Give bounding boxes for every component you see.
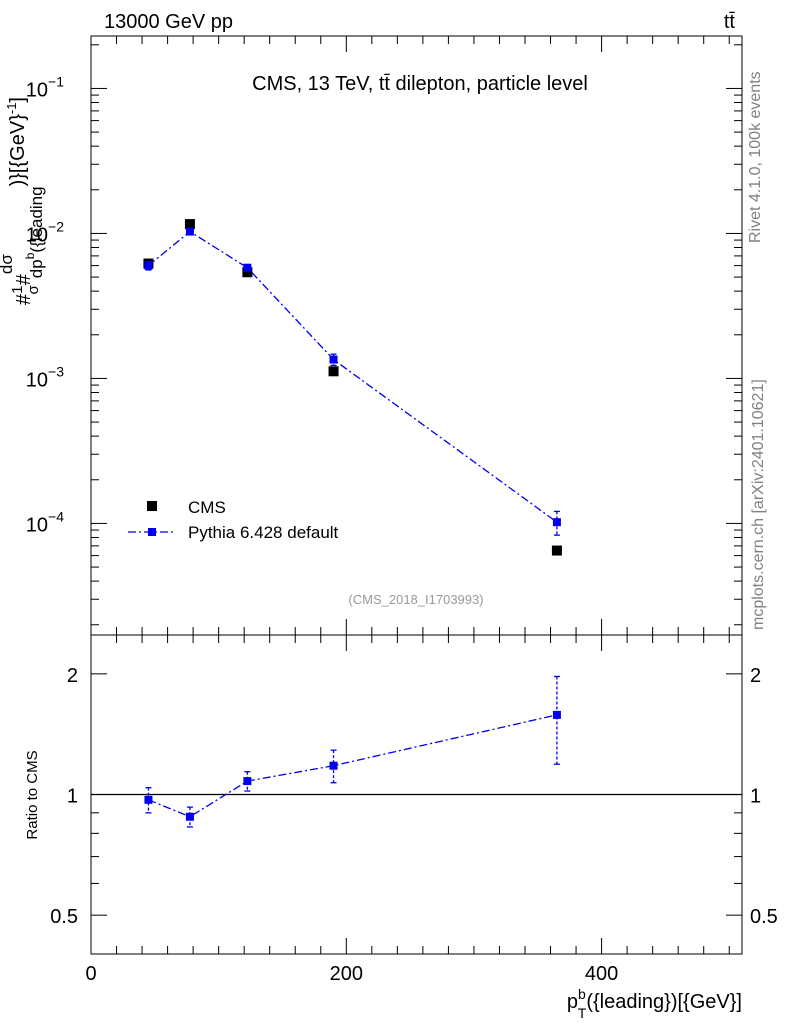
ratio-ytick-label-right: 0.5	[750, 906, 778, 928]
ratio-point	[185, 812, 194, 821]
ratio-series	[144, 675, 561, 828]
legend-pythia-label: Pythia 6.428 default	[188, 523, 339, 542]
ratio-point	[329, 761, 338, 770]
pythia-line	[148, 230, 558, 523]
ratio-ytick-label-left: 2	[67, 665, 78, 687]
legend-cms-label: CMS	[188, 498, 226, 517]
main-ylabel-text: #1σ#dσ dpb({leading)}[{GeV}-1]	[0, 97, 46, 305]
header-right: tt̄	[724, 11, 736, 33]
main-series	[143, 219, 562, 556]
main-panel: 10−110−210−310−4 CMS, 13 TeV, tt̄ dilept…	[26, 35, 743, 636]
source-label: mcplots.cern.ch [arXiv:2401.10621]	[750, 379, 767, 630]
legend-pythia-marker	[148, 528, 156, 536]
ratio-ytick-label-left: 0.5	[50, 906, 78, 928]
ratio-line	[148, 714, 558, 818]
main-ylabel: #1σ#dσ dpb({leading)}[{GeV}-1]	[0, 97, 46, 305]
main-axis-ticks: 10−110−210−310−4	[26, 36, 742, 635]
legend-cms-marker	[147, 501, 157, 511]
rivet-label: Rivet 4.1.0, 100k events	[747, 71, 764, 243]
ratio-ytick-label-left: 1	[67, 786, 78, 808]
pythia-point	[552, 518, 561, 527]
ratio-ytick-label-right: 2	[750, 665, 761, 687]
header-left: 13000 GeV pp	[104, 11, 233, 33]
main-ytick-label: 10−3	[26, 363, 64, 391]
main-ytick-label: 10−4	[26, 508, 64, 536]
main-ytick-label: 10−1	[26, 73, 64, 101]
pythia-point	[329, 355, 338, 364]
legend: CMS Pythia 6.428 default	[128, 498, 339, 542]
xlabel-rest: ({leading})[{GeV}]	[586, 991, 742, 1013]
pythia-point	[144, 261, 153, 270]
xlabel-p: p	[567, 991, 578, 1013]
x-axis-label: pb T({leading})[{GeV}]	[567, 986, 742, 1021]
cms-point	[184, 219, 195, 230]
pythia-point	[185, 227, 194, 236]
ratio-axis-ticks: 0.5 0.5 1 1 2 2 0 200 400	[50, 635, 778, 985]
xlabel-sub: T	[578, 1005, 587, 1021]
analysis-watermark: (CMS_2018_I1703993)	[348, 592, 483, 607]
cms-point	[242, 267, 253, 278]
ratio-point	[243, 777, 252, 786]
ratio-ytick-label-right: 1	[750, 786, 761, 808]
ratio-point	[144, 795, 153, 804]
ratio-ylabel: Ratio to CMS	[24, 750, 41, 839]
ratio-point	[552, 710, 561, 719]
main-frame	[90, 35, 743, 636]
cms-point	[551, 545, 562, 556]
x-tick-label: 200	[330, 963, 363, 985]
xlabel-sup: b	[578, 986, 586, 1002]
x-tick-label: 0	[85, 963, 96, 985]
plot-title: CMS, 13 TeV, tt̄ dilepton, particle leve…	[252, 73, 588, 95]
cms-point	[328, 366, 339, 377]
ratio-panel: 0.5 0.5 1 1 2 2 0 200 400	[50, 634, 778, 985]
x-tick-label: 400	[585, 963, 618, 985]
pythia-point	[243, 263, 252, 272]
